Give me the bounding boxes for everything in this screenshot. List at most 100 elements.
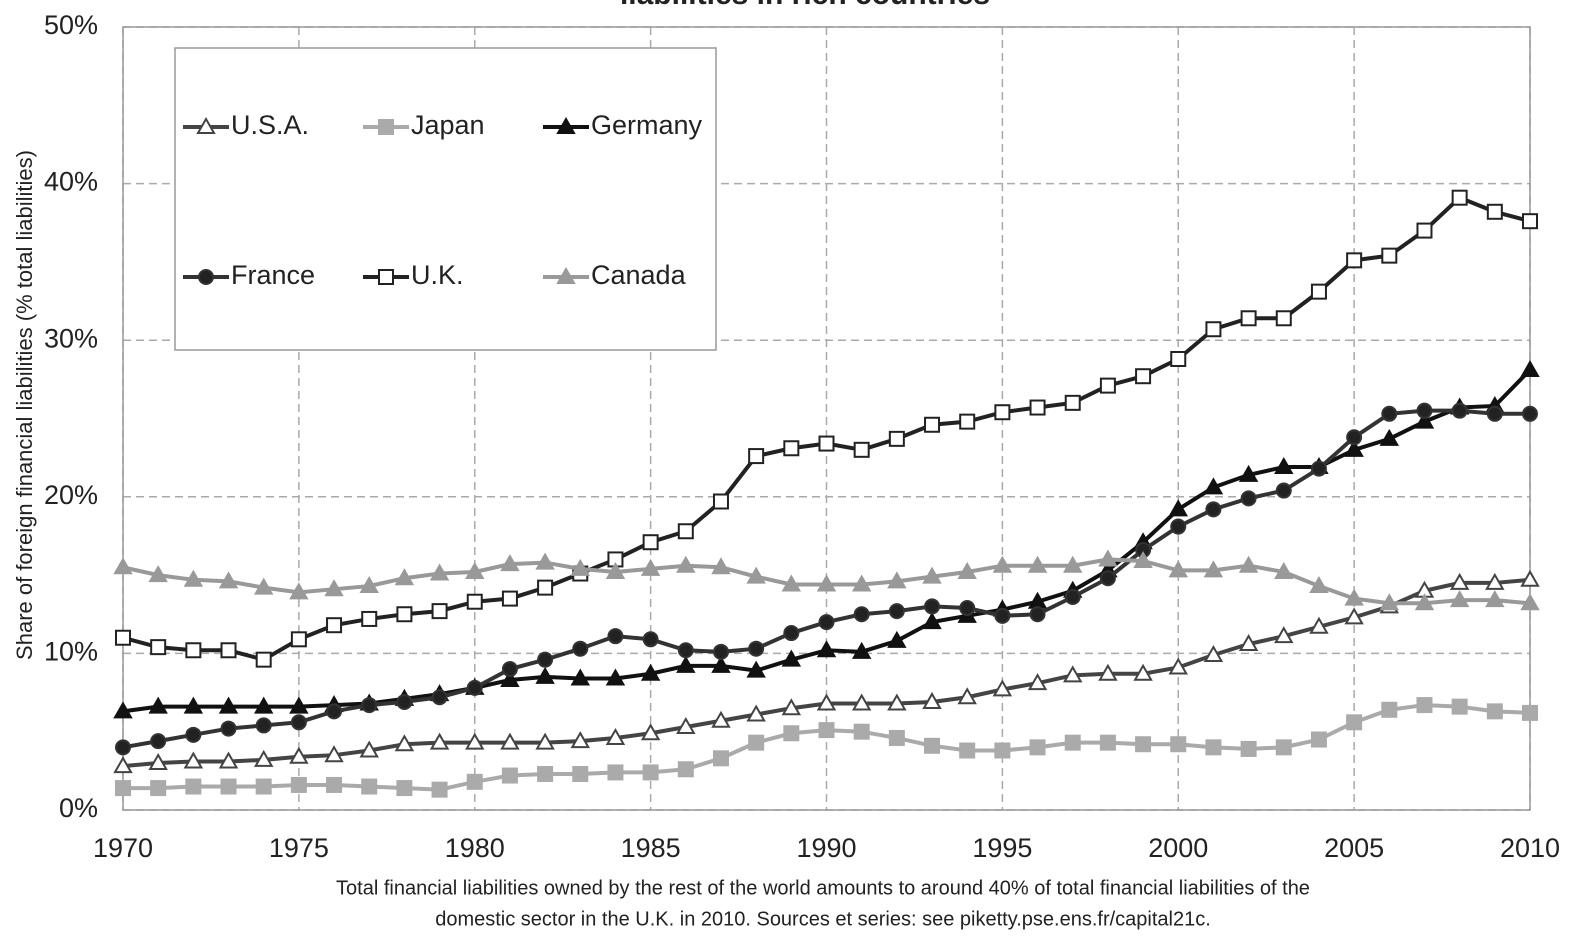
marker — [1414, 411, 1435, 429]
marker — [326, 776, 343, 793]
x-tick-label: 1990 — [796, 833, 856, 863]
marker — [1310, 731, 1327, 748]
marker — [1238, 633, 1259, 652]
marker — [994, 742, 1011, 759]
marker — [361, 778, 378, 795]
marker — [1344, 439, 1364, 457]
marker — [640, 558, 661, 576]
legend-label: U.K. — [411, 260, 464, 290]
marker — [324, 745, 344, 763]
marker — [1416, 222, 1433, 239]
y-axis-label: Share of foreign financial liabilities (… — [12, 150, 37, 660]
marker — [1135, 736, 1152, 753]
marker — [535, 666, 555, 684]
marker — [255, 778, 272, 795]
marker — [290, 714, 307, 731]
marker — [431, 781, 448, 798]
marker — [924, 737, 941, 754]
marker — [1379, 593, 1400, 611]
marker — [712, 643, 729, 660]
y-tick-label: 30% — [44, 323, 98, 353]
x-tick-label: 1980 — [445, 833, 505, 863]
marker — [501, 590, 518, 607]
marker — [150, 733, 167, 750]
marker — [853, 723, 870, 740]
marker — [676, 555, 696, 573]
marker — [1522, 405, 1538, 422]
marker — [1064, 589, 1081, 606]
legend-label: U.S.A. — [231, 110, 309, 140]
marker — [220, 778, 237, 795]
marker — [887, 693, 907, 711]
marker — [781, 574, 802, 592]
marker — [431, 689, 448, 706]
marker — [537, 651, 554, 668]
marker — [1064, 394, 1081, 411]
marker — [537, 579, 554, 596]
marker — [183, 696, 204, 714]
marker — [1449, 572, 1470, 590]
marker — [148, 753, 168, 771]
marker — [1168, 657, 1188, 675]
marker — [922, 566, 942, 584]
marker — [1522, 704, 1538, 721]
marker — [148, 696, 168, 714]
marker — [1203, 477, 1224, 495]
marker — [818, 435, 835, 452]
marker — [572, 640, 589, 657]
marker — [115, 629, 131, 646]
marker — [361, 697, 378, 714]
marker — [255, 717, 272, 734]
marker — [115, 780, 131, 797]
marker — [1449, 590, 1470, 608]
marker — [290, 776, 307, 793]
y-tick-label: 20% — [44, 480, 98, 510]
marker — [326, 617, 343, 634]
marker — [959, 599, 976, 616]
marker — [851, 693, 872, 711]
marker — [1379, 428, 1400, 446]
marker — [466, 593, 483, 610]
marker — [1099, 734, 1116, 751]
marker — [1414, 593, 1435, 611]
marker — [570, 668, 590, 686]
marker — [1133, 550, 1153, 569]
marker — [1344, 607, 1364, 625]
marker — [1098, 549, 1118, 567]
marker — [1029, 739, 1046, 756]
marker — [712, 493, 729, 510]
marker — [500, 554, 520, 572]
marker — [1310, 460, 1327, 477]
marker — [642, 534, 659, 551]
marker — [642, 764, 659, 781]
marker — [748, 640, 765, 657]
marker — [394, 568, 415, 586]
marker — [677, 523, 694, 540]
marker — [959, 413, 976, 430]
marker — [851, 574, 872, 592]
marker — [607, 764, 624, 781]
y-tick-label: 10% — [44, 637, 98, 667]
marker — [113, 557, 133, 575]
marker — [1064, 734, 1081, 751]
marker — [816, 574, 837, 592]
marker — [783, 725, 800, 742]
marker — [1451, 402, 1468, 419]
note: domestic sector in the U.K. in 2010. Sou… — [435, 908, 1211, 930]
marker — [185, 642, 202, 659]
marker — [1240, 740, 1257, 757]
marker — [924, 598, 941, 615]
marker — [501, 661, 518, 678]
marker — [255, 651, 272, 668]
marker — [1486, 405, 1503, 422]
x-tick-label: 2010 — [1500, 833, 1560, 863]
marker — [1346, 252, 1363, 269]
marker — [1346, 714, 1363, 731]
marker — [783, 440, 800, 457]
marker — [378, 269, 394, 285]
marker — [1381, 247, 1398, 264]
marker — [677, 761, 694, 778]
marker — [359, 576, 379, 594]
x-tick-label: 1985 — [621, 833, 681, 863]
marker — [113, 756, 133, 774]
